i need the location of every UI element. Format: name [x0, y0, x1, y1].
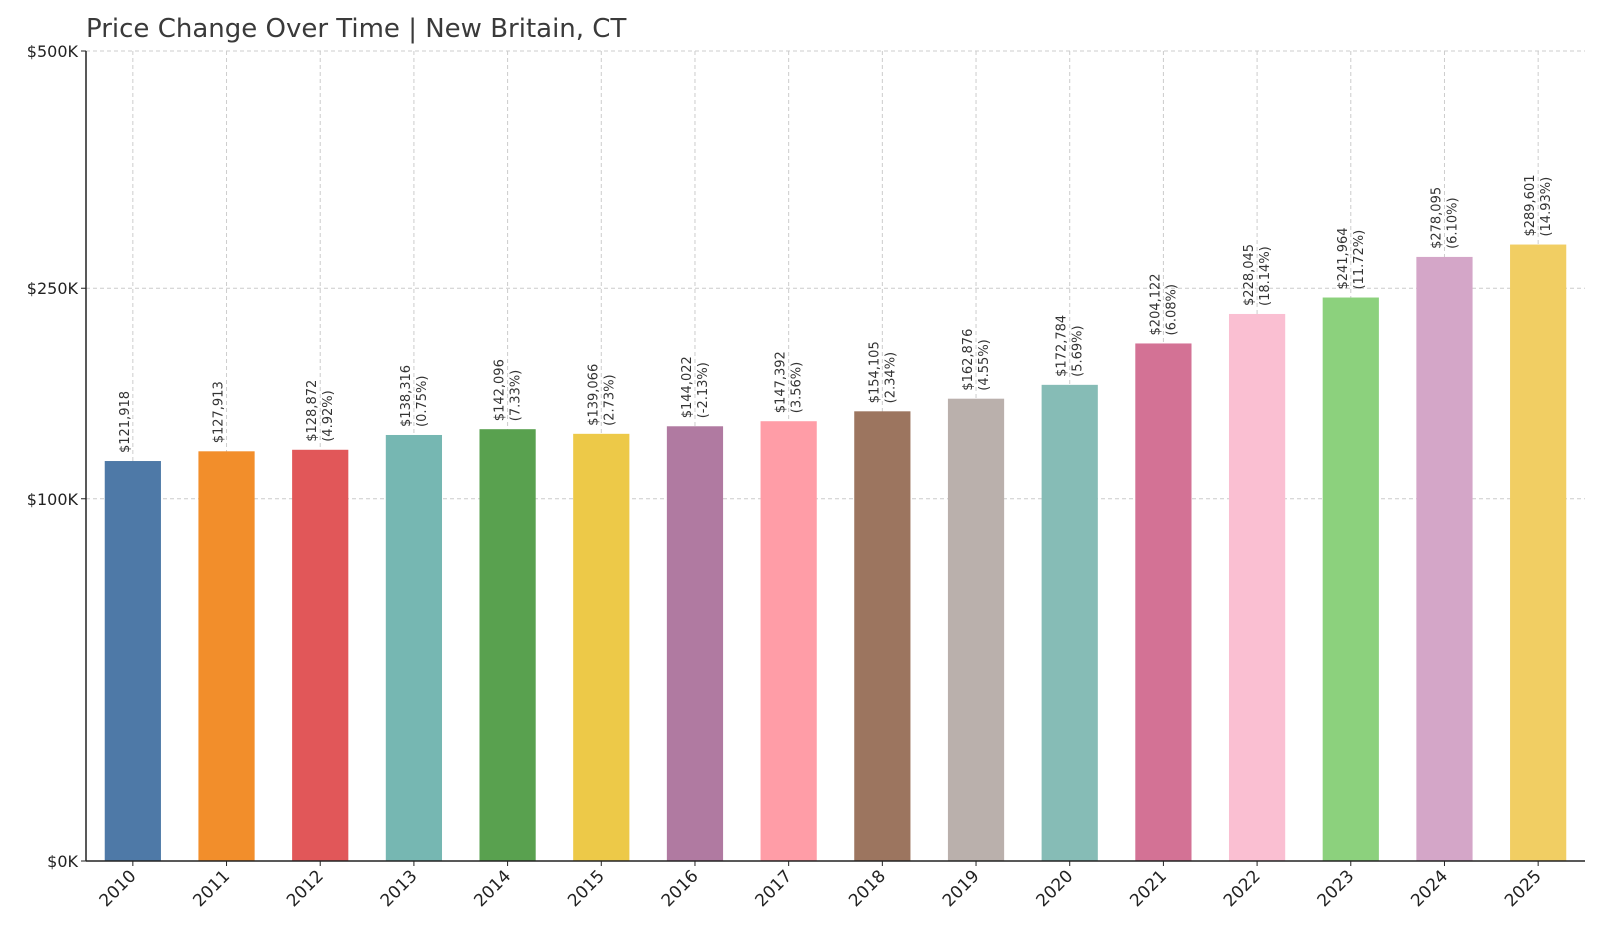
data-label: $289,601(14.93%) [1523, 175, 1554, 237]
bar [292, 449, 349, 861]
x-tick-label: 2013 [377, 866, 422, 911]
y-tick-label: $0K [47, 852, 78, 871]
bar [573, 433, 630, 861]
data-label: $172,784(5.69%) [1055, 315, 1086, 377]
x-tick-label: 2011 [189, 866, 234, 911]
data-label: $154,105(2.34%) [867, 341, 898, 403]
x-tick-label: 2010 [96, 866, 141, 911]
bar [1322, 297, 1379, 861]
bar [1041, 384, 1098, 861]
data-label: $139,066(2.73%) [586, 364, 617, 426]
chart-title: Price Change Over Time | New Britain, CT [86, 14, 627, 44]
bar [479, 429, 536, 861]
x-tick-label: 2019 [939, 866, 984, 911]
bar [198, 451, 255, 861]
data-label: $144,022(-2.13%) [680, 356, 711, 418]
bar [1416, 256, 1473, 862]
data-label: $142,096(7.33%) [493, 359, 524, 421]
bar [385, 434, 443, 861]
x-tick-label: 2018 [845, 866, 890, 911]
data-label: $241,964(11.72%) [1336, 227, 1367, 289]
x-tick-label: 2017 [751, 866, 796, 911]
bar [104, 461, 161, 861]
x-tick-label: 2024 [1407, 866, 1452, 911]
x-tick-label: 2015 [564, 866, 609, 911]
y-tick-label: $100K [27, 490, 79, 509]
x-tick-label: 2023 [1314, 866, 1359, 911]
x-tick-label: 2025 [1501, 866, 1546, 911]
x-tick-label: 2014 [470, 866, 515, 911]
data-label: $278,095(6.10%) [1429, 187, 1460, 249]
data-label: $204,122(6.08%) [1148, 273, 1179, 335]
bar [760, 421, 817, 861]
bar [666, 426, 724, 861]
data-label: $128,872(4.92%) [305, 380, 336, 442]
x-tick-label: 2022 [1220, 866, 1265, 911]
bar [947, 398, 1005, 861]
y-tick-label: $250K [27, 279, 79, 298]
bar [1510, 244, 1567, 862]
data-label: $162,876(4.55%) [961, 329, 992, 391]
y-tick-label: $500K [27, 42, 79, 61]
data-label: $121,918 [118, 391, 133, 453]
data-label: $138,316(0.75%) [399, 365, 430, 427]
bar [1228, 313, 1286, 861]
data-label: $127,913 [212, 381, 227, 443]
bar [854, 411, 911, 861]
x-tick-label: 2016 [658, 866, 703, 911]
data-label: $147,392(3.56%) [774, 351, 805, 413]
x-tick-label: 2021 [1126, 866, 1171, 911]
x-tick-label: 2012 [283, 866, 328, 911]
x-tick-label: 2020 [1033, 866, 1078, 911]
data-label: $228,045(18.14%) [1242, 244, 1273, 306]
bar [1135, 343, 1192, 861]
